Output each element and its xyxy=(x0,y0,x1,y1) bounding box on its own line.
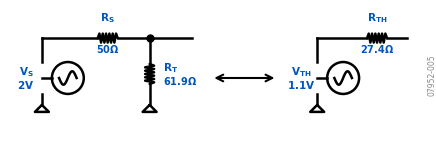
Text: $\mathbf{50\Omega}$: $\mathbf{50\Omega}$ xyxy=(96,43,119,55)
Text: 07952-005: 07952-005 xyxy=(427,54,436,96)
Text: $\mathbf{V_{TH}}$: $\mathbf{V_{TH}}$ xyxy=(291,65,311,79)
Text: $\mathbf{61.9\Omega}$: $\mathbf{61.9\Omega}$ xyxy=(163,75,197,87)
Text: $\mathbf{R_T}$: $\mathbf{R_T}$ xyxy=(163,61,178,75)
Text: $\mathbf{R_S}$: $\mathbf{R_S}$ xyxy=(100,11,115,25)
Text: $\mathbf{V_S}$: $\mathbf{V_S}$ xyxy=(18,65,33,79)
Text: $\mathbf{27.4\Omega}$: $\mathbf{27.4\Omega}$ xyxy=(360,43,394,55)
Text: $\mathbf{R_{TH}}$: $\mathbf{R_{TH}}$ xyxy=(367,11,387,25)
Text: $\mathbf{2V}$: $\mathbf{2V}$ xyxy=(17,79,34,91)
Text: $\mathbf{1.1V}$: $\mathbf{1.1V}$ xyxy=(287,79,315,91)
